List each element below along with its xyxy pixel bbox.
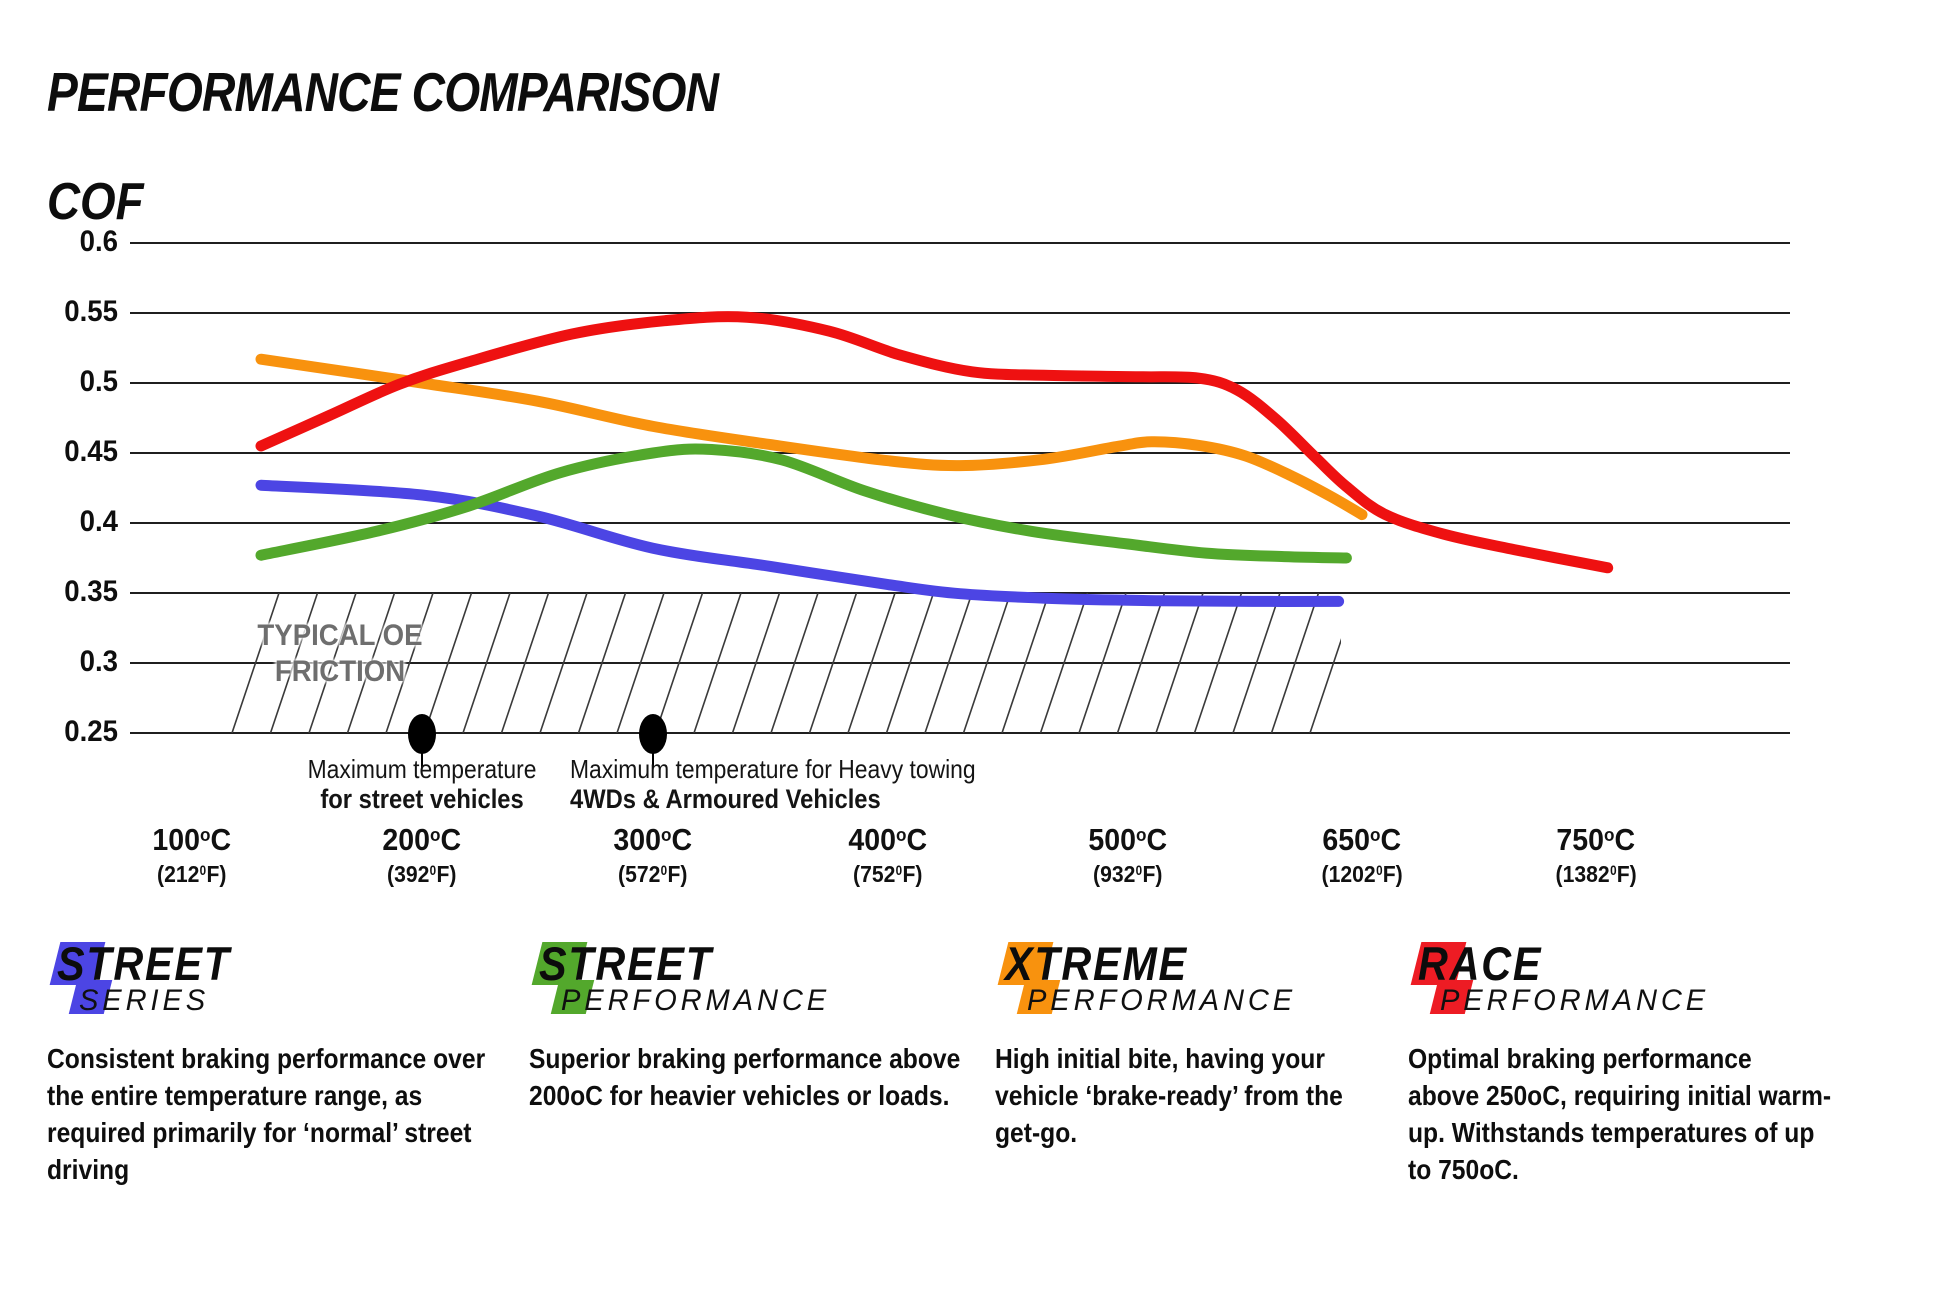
legend: STREET SERIES Consistent braking performan… (0, 937, 1946, 1310)
x-tick-label: 300oC (5720F) (613, 822, 693, 887)
brand-word1: XTREME (1005, 937, 1188, 990)
series-street-series (255, 479, 1345, 607)
y-tick-label: 0.6 (79, 225, 118, 258)
series-xtreme-performance (255, 353, 1368, 521)
series-race-performance (255, 311, 1614, 574)
legend-item-race-performance: RACE PERFORMANCE Optimal braking performan… (1408, 937, 1888, 1185)
oe-friction-line1: TYPICAL OE (257, 619, 423, 652)
page-title: PERFORMANCE COMPARISON (47, 61, 719, 123)
legend-item-street-performance: STREET PERFORMANCE Superior braking perfor… (529, 937, 1009, 1111)
x-tick-label: 750oC (13820F) (1555, 822, 1637, 887)
y-tick-label: 0.35 (64, 575, 118, 608)
brand-logo: RACE PERFORMANCE (1408, 937, 1888, 1024)
y-tick-label: 0.5 (79, 365, 118, 398)
y-tick-label: 0.4 (79, 505, 118, 538)
y-tick-label: 0.55 (64, 295, 118, 328)
oe-hatch-region (215, 593, 1341, 733)
brand-word2: PERFORMANCE (561, 984, 831, 1017)
legend-description: High initial bite, having your vehicle ‘… (995, 1043, 1343, 1148)
legend-item-xtreme-performance: XTREME PERFORMANCE High initial bite, havi… (995, 937, 1475, 1148)
annotation-street-vehicles: Maximum temperature for street vehicles (307, 754, 537, 814)
legend-item-street-series: STREET SERIES Consistent braking performan… (47, 937, 527, 1185)
x-tick-label: 100oC (2120F) (152, 822, 232, 887)
x-tick-label: 400oC (7520F) (848, 822, 928, 887)
legend-description: Consistent braking performance over the … (47, 1043, 486, 1185)
temp-limit-dot (639, 714, 667, 754)
brand-word2: PERFORMANCE (1027, 984, 1297, 1017)
brand-word2: SERIES (79, 984, 210, 1017)
oe-friction-label: TYPICAL OE FRICTION (248, 618, 432, 690)
brand-logo: STREET PERFORMANCE (529, 937, 1009, 1024)
legend-description: Optimal braking performance above 250oC,… (1408, 1043, 1832, 1185)
brand-word1: STREET (539, 937, 713, 990)
legend-description: Superior braking performance above 200oC… (529, 1043, 961, 1111)
brand-logo: STREET SERIES (47, 937, 527, 1024)
brand-word2: PERFORMANCE (1440, 984, 1710, 1017)
series-street-performance (255, 443, 1352, 564)
x-tick-label: 500oC (9320F) (1088, 822, 1168, 887)
brand-logo: XTREME PERFORMANCE (995, 937, 1475, 1024)
annotation-heavy-towing: Maximum temperature for Heavy towing 4WDs… (570, 754, 976, 814)
temp-limit-dot (408, 714, 436, 754)
y-tick-label: 0.45 (64, 435, 118, 468)
brand-word1: STREET (57, 937, 231, 990)
oe-friction-line2: FRICTION (274, 655, 406, 688)
y-tick-label: 0.3 (79, 645, 118, 678)
x-tick-label: 650oC (12020F) (1321, 822, 1403, 887)
x-tick-label: 200oC (3920F) (382, 822, 462, 887)
brand-word1: RACE (1418, 937, 1543, 990)
cof-axis-label: COF (47, 173, 144, 231)
y-tick-label: 0.25 (64, 715, 118, 748)
